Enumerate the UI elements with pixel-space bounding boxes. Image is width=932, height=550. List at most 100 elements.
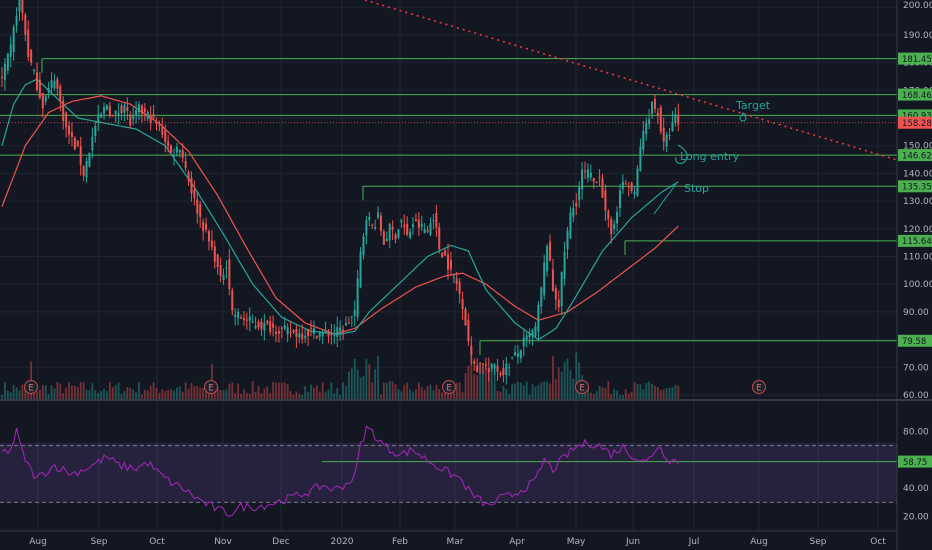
volume-bar [254, 391, 257, 399]
volume-bar [589, 392, 592, 399]
earnings-marker[interactable] [752, 380, 766, 394]
level-price-tag[interactable] [898, 334, 932, 347]
volume-bar [97, 392, 100, 399]
level-price-tag[interactable] [898, 149, 932, 162]
volume-bar [490, 368, 493, 399]
price-tick-label: 140.00 [903, 169, 932, 179]
volume-bar [374, 369, 377, 399]
level-price-tag-label: 135.35 [902, 182, 932, 192]
candle-body [543, 262, 546, 296]
level-price-tag[interactable] [898, 234, 932, 247]
candle-body [190, 177, 193, 194]
price-tick-label: 150.00 [903, 142, 932, 152]
volume-bar [406, 382, 409, 399]
volume-bar [508, 393, 511, 399]
earnings-marker[interactable] [442, 380, 456, 394]
current-price-tag[interactable] [898, 116, 932, 129]
volume-bar [525, 381, 528, 399]
candle-body [505, 363, 508, 375]
candle-body [167, 141, 170, 146]
candle-body [68, 125, 71, 135]
earnings-marker-label: E [28, 384, 33, 394]
candle-body [234, 314, 237, 317]
volume-bar [633, 382, 636, 399]
volume-bar [301, 394, 304, 399]
candle-body [114, 110, 117, 114]
candle-body [633, 192, 636, 195]
time-tick-label: 2020 [331, 537, 354, 547]
price-tick-label: 130.00 [903, 197, 932, 207]
candle-body [438, 227, 441, 250]
candle-body [382, 231, 385, 245]
candle-body [534, 325, 537, 336]
volume-bar [563, 361, 566, 399]
volume-bar [438, 389, 441, 399]
annotation-long-entry[interactable]: Long entry [680, 150, 740, 163]
volume-bar [347, 371, 350, 399]
volume-bar [423, 390, 426, 399]
volume-bar [598, 385, 601, 399]
candle-body [27, 29, 30, 58]
candle-body [400, 220, 403, 223]
volume-bar [315, 385, 318, 399]
long-entry-arrow-icon[interactable] [675, 144, 688, 164]
volume-bar [528, 394, 531, 399]
volume-bar [417, 382, 420, 399]
candle-body [187, 172, 190, 182]
candle-body [50, 80, 53, 89]
level-price-tag[interactable] [898, 52, 932, 65]
candle-body [85, 160, 88, 178]
time-tick-label: Oct [870, 537, 886, 547]
candle-body [295, 328, 298, 337]
candle-body [33, 69, 36, 71]
candle-body [432, 220, 435, 222]
descending-trendline[interactable] [364, 0, 898, 161]
volume-bar [662, 389, 665, 399]
volume-bar [546, 381, 549, 399]
volume-bar [487, 373, 490, 399]
volume-bar [572, 379, 575, 399]
volume-bar [560, 371, 563, 399]
rsi-level-tag[interactable] [898, 455, 932, 468]
earnings-marker[interactable] [204, 380, 218, 394]
candle-body [648, 119, 651, 125]
candle-body [184, 161, 187, 169]
volume-bar [248, 393, 251, 399]
candle-body [470, 345, 473, 356]
chart-annotations[interactable]: Target Long entry Stop [653, 99, 771, 215]
volume-bar [677, 385, 680, 399]
candle-body [205, 223, 208, 230]
price-axis[interactable]: 60.00 70.00 80.00 90.00 100.00 110.00 120.00 13… [898, 1, 932, 523]
earnings-marker-label: E [446, 384, 451, 394]
time-axis[interactable]: Aug Sep Oct Nov Dec 2020 Feb Mar Apr May Jun Jul Aug… [29, 537, 886, 547]
candle-body [210, 240, 213, 248]
target-pin-icon[interactable] [739, 112, 747, 122]
candle-body [257, 321, 260, 328]
volume-bar [234, 393, 237, 399]
candle-body [406, 223, 409, 235]
candle-body [394, 234, 397, 240]
level-price-tag[interactable] [898, 180, 932, 193]
annotation-target[interactable]: Target [735, 99, 771, 112]
volume-bar [619, 394, 621, 399]
price-tick-label: 70.00 [903, 363, 929, 373]
volume-bar [184, 382, 187, 399]
candle-body [665, 134, 668, 147]
volume-bar [173, 390, 175, 399]
candle-body [123, 104, 126, 113]
volume-bar [138, 382, 140, 399]
candle-body [336, 327, 339, 337]
candle-body [298, 333, 301, 338]
volume-bar [665, 388, 668, 399]
level-price-tag[interactable] [898, 88, 932, 101]
candle-body [388, 223, 391, 241]
volume-bar [630, 391, 633, 399]
volume-bar [176, 387, 178, 399]
earnings-marker[interactable] [24, 380, 38, 394]
earnings-marker[interactable] [575, 380, 589, 394]
candle-body [449, 259, 452, 270]
annotation-stop[interactable]: Stop [684, 182, 709, 195]
volume-bar [9, 392, 12, 399]
